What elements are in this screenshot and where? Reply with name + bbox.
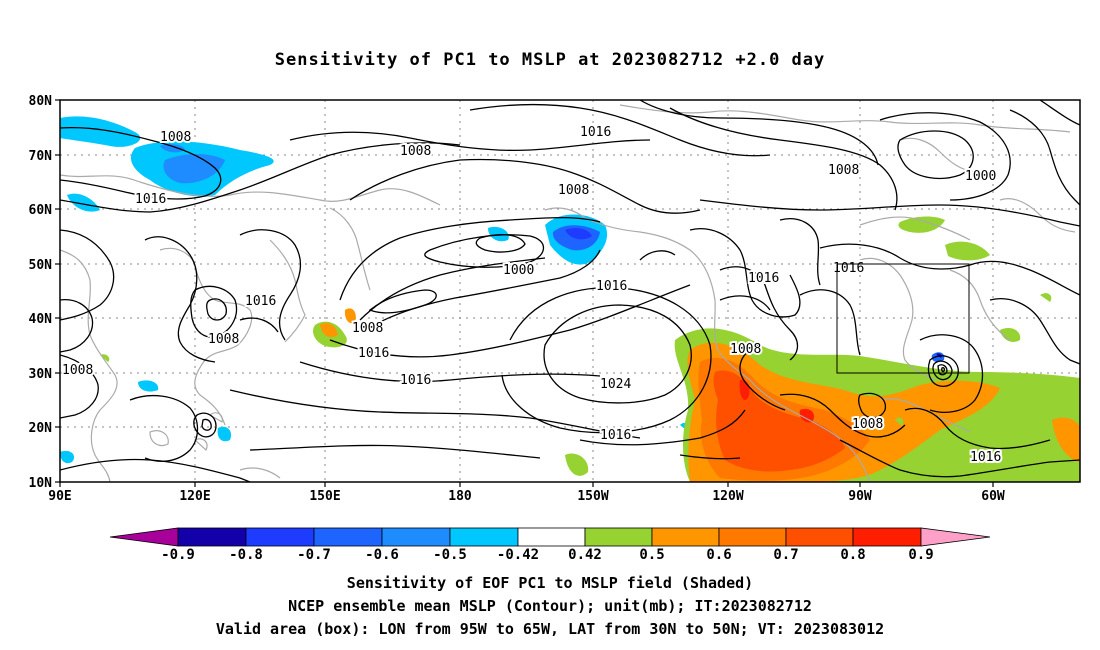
colorbar-swatch <box>381 527 451 547</box>
caption-contour: NCEP ensemble mean MSLP (Contour); unit(… <box>288 597 812 615</box>
colorbar-swatch <box>517 527 586 547</box>
longitude-axis: 90E 120E 150E 180 150W 120W 90W 60W <box>48 482 1005 504</box>
lat-label: 80N <box>29 94 53 109</box>
contour-label: 1008 <box>400 144 431 159</box>
colorbar-label: 0.6 <box>706 547 731 563</box>
colorbar-label: -0.7 <box>297 547 331 563</box>
lon-label: 120E <box>179 489 210 504</box>
colorbar-label: 0.8 <box>840 547 865 563</box>
contour-label: 1024 <box>600 377 631 392</box>
sensitivity-map: 1008 1008 1016 1008 1016 1008 1000 1016 … <box>29 94 1100 563</box>
contour-label: 1016 <box>580 125 611 140</box>
contour-label: 1016 <box>833 261 864 276</box>
colorbar-swatch <box>718 527 787 547</box>
contour-label: 1008 <box>558 183 589 198</box>
contour-label: 1016 <box>400 373 431 388</box>
negative-sensitivity-shading <box>60 116 945 464</box>
lat-label: 70N <box>29 149 53 164</box>
contour-label: 1008 <box>160 130 191 145</box>
lat-label: 10N <box>29 476 53 491</box>
contour-labels: 1008 1008 1016 1008 1016 1008 1000 1016 … <box>60 123 1100 486</box>
colorbar-label: 0.42 <box>568 547 602 563</box>
contour-label: 1016 <box>358 346 389 361</box>
colorbar-swatch <box>852 527 922 547</box>
latitude-axis: 80N 70N 60N 50N 40N 30N 20N 10N <box>29 94 60 491</box>
colorbar-label: 0.5 <box>639 547 664 563</box>
map-title: Sensitivity of PC1 to MSLP at 2023082712… <box>274 50 826 70</box>
contour-label: 1008 <box>828 163 859 178</box>
contour-label: 1016 <box>245 294 276 309</box>
lon-label: 150W <box>577 489 608 504</box>
contour-label: 1016 <box>970 450 1001 465</box>
contour-label: 1008 <box>208 332 239 347</box>
valid-area-box <box>836 263 970 374</box>
colorbar-label: -0.6 <box>365 547 399 563</box>
lon-label: 180 <box>448 489 472 504</box>
positive-sensitivity-shading <box>100 216 1080 482</box>
lon-label: 150E <box>309 489 340 504</box>
lat-label: 60N <box>29 203 53 218</box>
contour-label: 1008 <box>730 342 761 357</box>
caption-shaded: Sensitivity of EOF PC1 to MSLP field (Sh… <box>346 574 754 592</box>
colorbar-swatch <box>449 527 519 547</box>
contour-label: 1016 <box>135 192 166 207</box>
colorbar-label: 0.7 <box>773 547 798 563</box>
map-frame <box>59 99 1081 483</box>
contour-label: 1008 <box>62 363 93 378</box>
colorbar-swatch <box>245 527 315 547</box>
contour-label: 1008 <box>852 417 883 432</box>
colorbar-label: -0.8 <box>229 547 263 563</box>
lat-label: 30N <box>29 367 53 382</box>
contour-label: 1016 <box>600 428 631 443</box>
colorbar-label: 0.9 <box>908 547 933 563</box>
lon-label: 90E <box>48 489 71 504</box>
colorbar-label: -0.5 <box>433 547 467 563</box>
colorbar-label: -0.42 <box>497 547 539 563</box>
caption-valid-area: Valid area (box): LON from 95W to 65W, L… <box>215 620 885 638</box>
contour-label: 1016 <box>748 271 779 286</box>
colorbar-swatch <box>651 527 720 547</box>
colorbar-label: -0.9 <box>161 547 195 563</box>
contour-label: 1008 <box>1083 471 1100 486</box>
contour-label: 1000 <box>503 263 534 278</box>
lat-label: 40N <box>29 312 53 327</box>
colorbar-swatch <box>584 527 653 547</box>
lon-label: 60W <box>981 489 1005 504</box>
colorbar: -0.9 -0.8 -0.7 -0.6 -0.5 -0.42 0.42 0.5 … <box>109 527 991 563</box>
lon-label: 90W <box>848 489 872 504</box>
contour-label: 1000 <box>965 169 996 184</box>
lat-label: 20N <box>29 421 53 436</box>
colorbar-swatch <box>177 527 247 547</box>
colorbar-max-triangle <box>920 527 991 547</box>
mslp-contours <box>60 100 1080 482</box>
contour-label: 1016 <box>596 279 627 294</box>
lon-label: 120W <box>712 489 743 504</box>
contour-label: 1008 <box>352 321 383 336</box>
lat-label: 50N <box>29 258 53 273</box>
colorbar-min-triangle <box>109 527 179 547</box>
colorbar-swatch <box>785 527 854 547</box>
colorbar-swatch <box>313 527 383 547</box>
